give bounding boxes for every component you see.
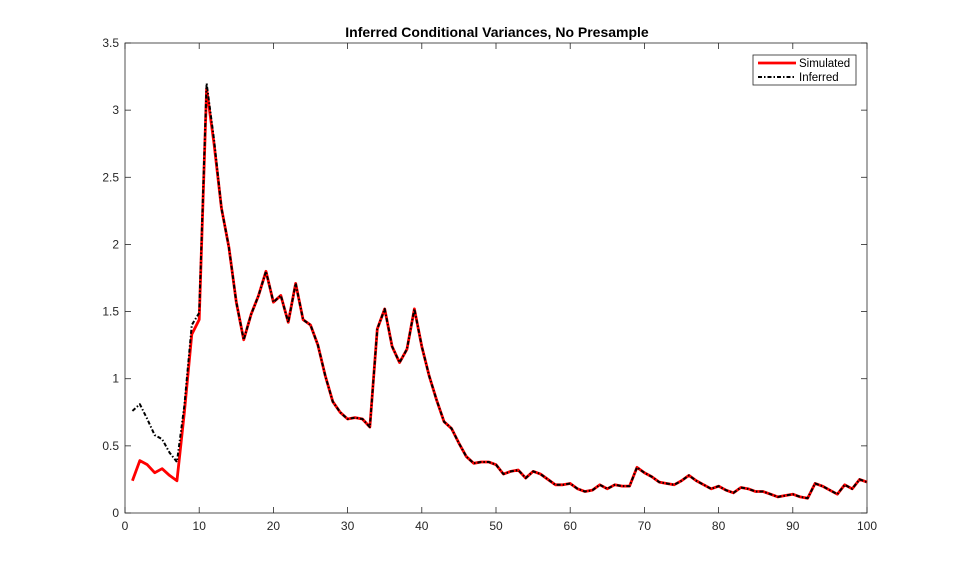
x-tick-label: 0 (122, 519, 129, 533)
legend-box (752, 54, 857, 86)
y-tick-label: 2 (112, 237, 119, 251)
x-tick-label: 50 (489, 519, 503, 533)
x-tick-label: 80 (712, 519, 726, 533)
chart-title: Inferred Conditional Variances, No Presa… (345, 24, 649, 40)
axes-box (124, 42, 868, 514)
x-tick-label: 30 (341, 519, 355, 533)
y-tick-label: 2.5 (102, 170, 119, 184)
series-line-simulated (131, 87, 868, 500)
y-tick-label: 0 (112, 506, 119, 520)
x-tick-label: 20 (267, 519, 281, 533)
y-tick-label: 1 (112, 372, 119, 386)
y-tick-label: 3 (112, 103, 119, 117)
y-tick-label: 3.5 (102, 36, 119, 50)
axes: 0 10 20 30 40 50 60 70 80 90 100 0 0.5 1 1.5 2 2.5 3 3.5 (102, 36, 877, 533)
legend-label-inferred: Inferred (799, 72, 839, 84)
x-tick-label: 70 (638, 519, 652, 533)
y-tick-label: 1.5 (102, 305, 119, 319)
x-tick-label: 100 (857, 519, 877, 533)
x-tick-label: 90 (786, 519, 800, 533)
legend-label-simulated: Simulated (799, 58, 850, 70)
y-tick-label: 0.5 (102, 439, 119, 453)
series-line-inferred (131, 82, 868, 500)
x-tick-label: 60 (564, 519, 578, 533)
x-tick-label: 40 (415, 519, 429, 533)
legend: Simulated Inferred (752, 54, 857, 86)
x-tick-label: 10 (193, 519, 207, 533)
plot-area (131, 82, 868, 500)
